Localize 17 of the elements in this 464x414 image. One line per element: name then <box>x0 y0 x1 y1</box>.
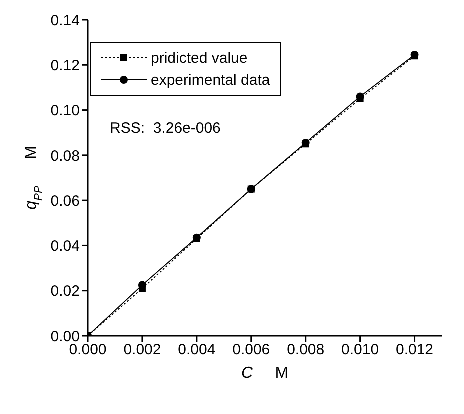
x-tick-label: 0.008 <box>287 342 325 359</box>
y-tick-label: 0.10 <box>50 102 80 120</box>
x-tick-label: 0.002 <box>124 342 162 359</box>
y-tick-label: 0.04 <box>50 238 80 256</box>
y-tick-label: 0.14 <box>50 12 80 30</box>
annotation: RSS: 3.26e-006 <box>110 120 221 137</box>
legend-label: pridicted value <box>151 50 248 66</box>
x-tick-label: 0.006 <box>232 342 270 359</box>
y-tick-label: 0.12 <box>50 57 80 74</box>
x-tick-label: 0.010 <box>342 342 380 359</box>
x-tick-label: 0.012 <box>396 342 434 359</box>
legend-label: experimental data <box>151 72 270 88</box>
text: C M <box>241 365 289 382</box>
x-tick-label: 0.004 <box>178 342 216 359</box>
y-tick-label: 0.08 <box>50 148 80 165</box>
y-tick-label: 0.06 <box>50 192 80 210</box>
y-tick-label: 0.02 <box>50 283 80 300</box>
